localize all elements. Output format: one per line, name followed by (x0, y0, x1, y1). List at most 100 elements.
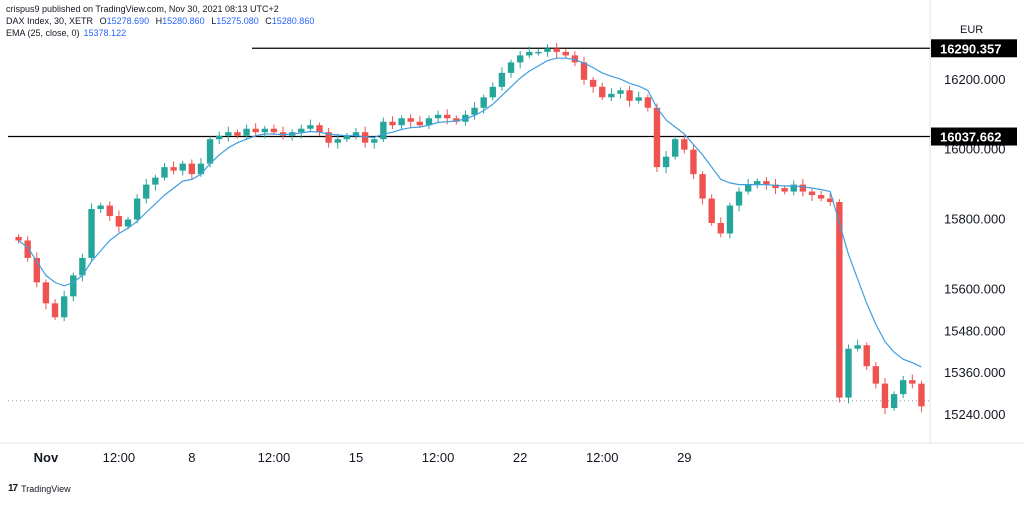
candle-body (425, 118, 433, 126)
candle-body (790, 184, 797, 192)
candle-body (836, 202, 843, 398)
candle-body (234, 132, 241, 136)
candle-body (115, 216, 123, 227)
tradingview-brand[interactable]: 17 TradingView (8, 483, 71, 494)
candle-body (909, 380, 916, 384)
price-badge-label: 16037.662 (940, 130, 1001, 145)
candle-body (653, 107, 661, 168)
candle-body (553, 48, 560, 52)
x-tick-label: 15 (349, 450, 363, 465)
candle-body (827, 198, 834, 203)
candle-body (699, 174, 706, 199)
candle-body (744, 184, 752, 192)
candle-body (498, 72, 506, 87)
candle-body (24, 240, 31, 258)
price-badge-1 (931, 39, 1017, 58)
candle-body (70, 275, 77, 297)
x-tick-label: 12:00 (422, 450, 455, 465)
candle-body (708, 198, 715, 224)
candle-body (79, 257, 86, 276)
candle-body (298, 128, 305, 133)
ema-line (18, 57, 922, 368)
candle-body (334, 139, 341, 143)
candle-body (845, 348, 852, 398)
candle-body (133, 198, 141, 220)
candle-body (808, 191, 816, 196)
currency-label: EUR (960, 24, 984, 36)
candle-body (690, 149, 697, 175)
candle-body (434, 114, 442, 119)
high-value: 15280.860 (162, 16, 205, 26)
x-tick-label: 12:00 (258, 450, 291, 465)
candle-body (352, 132, 360, 136)
candle-body (407, 118, 414, 122)
candle-body (662, 156, 670, 168)
low-value: 15275.080 (216, 16, 259, 26)
candle-body (444, 114, 451, 119)
candle-body (188, 163, 196, 175)
candle-body (672, 139, 679, 157)
candle-body (717, 223, 724, 234)
candle-body (863, 345, 870, 367)
candle-body (599, 86, 606, 98)
candle-body (854, 345, 861, 349)
candle-body (325, 132, 332, 143)
candle-body (51, 303, 59, 318)
candle-body (580, 62, 588, 80)
y-tick-label: 15800.000 (944, 212, 1005, 227)
low-label: L (211, 16, 217, 26)
x-tick-label: 12:00 (103, 450, 136, 465)
tradingview-logo-icon: 17 (8, 483, 18, 494)
candle-body (42, 282, 50, 304)
candle-body (206, 139, 214, 164)
candle-body (918, 383, 925, 407)
y-tick-label: 15480.000 (944, 323, 1005, 338)
candle-body (197, 163, 205, 175)
candle-body (735, 191, 743, 206)
candle-body (726, 205, 734, 234)
candle-body (124, 219, 132, 227)
close-value: 15280.860 (271, 16, 315, 26)
candle-body (817, 195, 825, 199)
candle-body (754, 181, 761, 185)
candle-body (97, 205, 104, 210)
candle-body (216, 135, 223, 140)
candle-body (416, 121, 424, 126)
candle-body (225, 132, 232, 136)
candle-body (681, 139, 688, 150)
candle-body (535, 51, 542, 54)
candle-body (161, 167, 168, 178)
candle-body (143, 184, 150, 199)
candle-body (890, 394, 898, 409)
candle-body (343, 135, 351, 140)
candle-body (617, 90, 624, 94)
candle-body (799, 184, 807, 192)
y-tick-label: 15240.000 (944, 407, 1005, 422)
candle-body (781, 188, 788, 192)
candle-body (252, 128, 259, 133)
price-badge-2 (931, 127, 1017, 146)
candle-body (243, 128, 250, 136)
x-tick-label: 8 (188, 450, 195, 465)
candle-body (279, 132, 287, 136)
candle-body (361, 132, 369, 143)
candle-body (489, 86, 496, 98)
candle-body (380, 121, 387, 140)
candle-body (60, 296, 68, 318)
open-label: O (99, 16, 107, 26)
candle-body (371, 139, 378, 143)
candle-body (152, 177, 159, 185)
x-tick-label: 12:00 (586, 450, 619, 465)
candle-body (261, 128, 268, 133)
candle-body (33, 257, 40, 283)
candle-body (772, 184, 779, 189)
candle-body (881, 383, 889, 409)
candle-body (526, 51, 533, 56)
candle-body (516, 55, 524, 63)
candle-body (106, 205, 113, 217)
candle-body (644, 97, 652, 108)
candle-body (471, 107, 478, 115)
candle-body (307, 125, 314, 129)
